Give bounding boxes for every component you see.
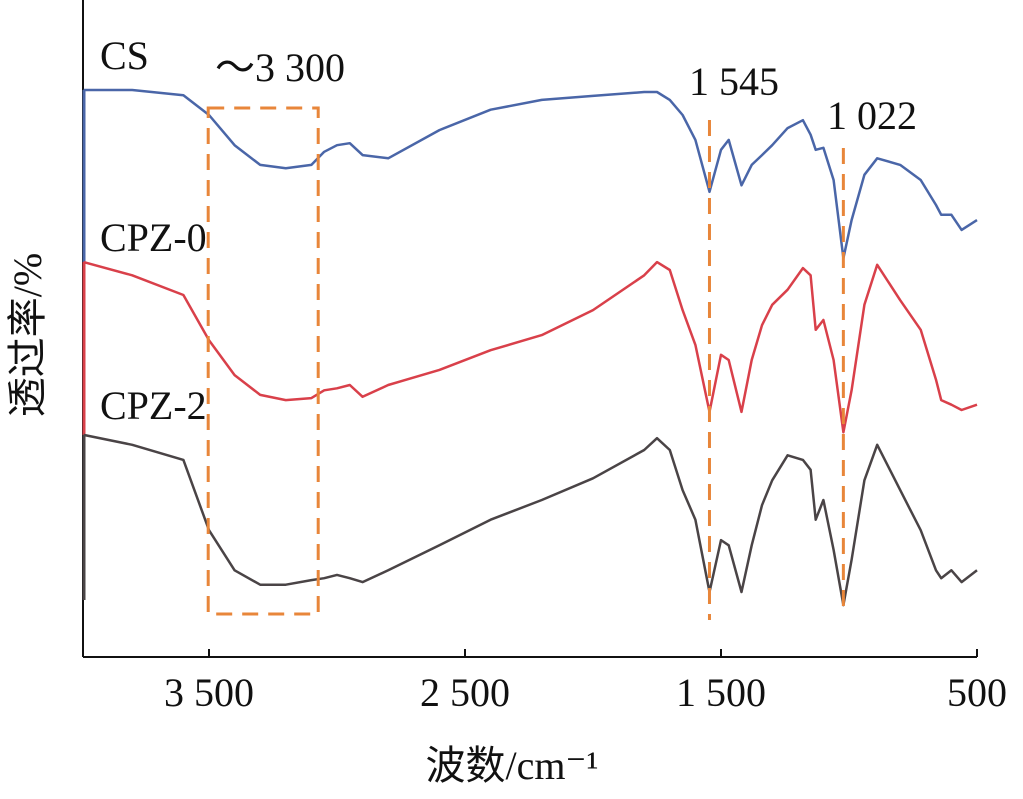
annotation-box [206,106,320,616]
x-axis-label: 波数/cm⁻¹ [425,743,598,788]
x-tick-label: 2 500 [420,670,510,715]
x-tick-label: 1 500 [676,670,766,715]
series-label: CS [100,33,149,78]
series-label: CPZ-0 [100,215,207,260]
annotation-label: ～3 300 [215,45,345,90]
annotation-label: 1 545 [689,59,779,104]
annotation-label: 1 022 [827,93,917,138]
x-tick-label: 3 500 [164,670,254,715]
y-axis-label: 透过率/% [5,253,50,417]
series-label: CPZ-2 [100,383,207,428]
x-tick-label: 500 [947,670,1007,715]
